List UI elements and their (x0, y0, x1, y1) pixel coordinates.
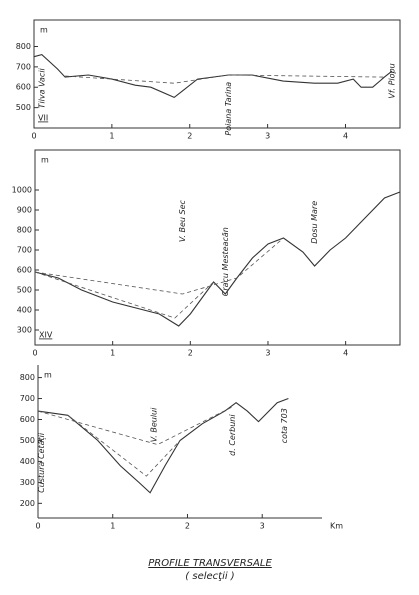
x-tick-label: 0 (32, 349, 37, 358)
y-axis-label: m (44, 371, 52, 380)
x-tick-label: 1 (109, 132, 114, 141)
annotation: V. Beului (149, 407, 158, 442)
caption-title: PROFILE TRANSVERSALE (148, 558, 272, 569)
profile-line (33, 53, 393, 99)
annotation: d. Cerbuni (228, 414, 237, 456)
y-tick-label: 800 (20, 373, 35, 382)
profile-line (37, 406, 233, 446)
y-tick-label: 1000 (12, 186, 32, 195)
x-tick-label: 1 (110, 349, 115, 358)
x-tick-label: 0 (31, 132, 36, 141)
x-tick-label: 3 (265, 349, 270, 358)
panel-label: XIV (39, 331, 53, 340)
y-tick-label: 200 (20, 499, 35, 508)
y-tick-label: 900 (17, 206, 32, 215)
annotation: cota 703 (280, 408, 289, 443)
profile-line (34, 271, 214, 319)
y-tick-label: 500 (16, 103, 31, 112)
y-tick-label: 500 (17, 286, 32, 295)
y-tick-label: 600 (20, 415, 35, 424)
y-tick-label: 800 (17, 226, 32, 235)
profile-line (67, 414, 181, 477)
frame (34, 149, 401, 346)
y-tick-label: 700 (16, 62, 31, 71)
y-tick-label: 400 (20, 457, 35, 466)
annotation: V. Beu Sec (178, 199, 187, 242)
y-axis-label: m (41, 156, 49, 165)
x-tick-label: 2 (187, 132, 192, 141)
x-tick-label: 3 (260, 522, 265, 531)
profile-line (34, 237, 284, 295)
y-tick-label: 600 (17, 266, 32, 275)
y-tick-label: 700 (17, 246, 32, 255)
x-tick-label: 2 (185, 522, 190, 531)
x-tick-label: 3 (265, 132, 270, 141)
x-tick-label: 0 (35, 522, 40, 531)
caption-subtitle: ( selecţii ) (185, 571, 234, 582)
x-tick-label: 2 (188, 349, 193, 358)
annotation: Poiana Tarina (224, 82, 233, 136)
x-tick-label: 4 (343, 132, 348, 141)
y-tick-label: 800 (16, 42, 31, 51)
profile-line (34, 191, 401, 327)
y-tick-label: 400 (17, 306, 32, 315)
annotation: Custura Cetății (37, 432, 46, 493)
panel-label: VII (38, 114, 48, 123)
annotation: Cracu Mesteacăn (221, 227, 230, 296)
x-tick-label: 4 (343, 349, 348, 358)
profile-line (65, 74, 385, 84)
annotation: Tilva Vacii (37, 67, 46, 108)
frame (33, 19, 401, 129)
y-tick-label: 300 (17, 326, 32, 335)
annotation: Dosu Mare (310, 201, 319, 244)
y-axis-label: m (40, 26, 48, 35)
x-tick-label: 1 (110, 522, 115, 531)
x-axis-label: Km (330, 522, 343, 531)
y-tick-label: 300 (20, 478, 35, 487)
annotation: Vf. Plopu (388, 63, 397, 98)
profile-line (37, 397, 289, 494)
y-tick-label: 500 (20, 436, 35, 445)
y-tick-label: 700 (20, 394, 35, 403)
y-tick-label: 600 (16, 83, 31, 92)
